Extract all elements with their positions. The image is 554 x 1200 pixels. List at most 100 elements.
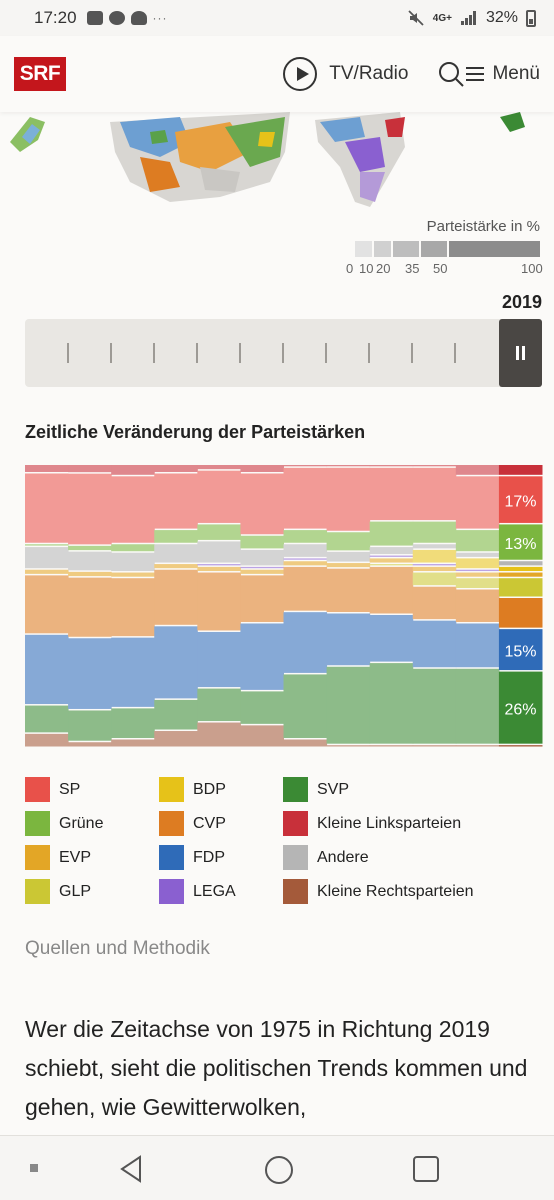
timeline-year: 2019 <box>501 292 542 312</box>
network-label: 4G+ <box>432 12 452 24</box>
area-segment-kleine-rechtsparteien-2007 <box>369 745 414 747</box>
tv-radio-button[interactable]: TV/Radio <box>283 57 408 91</box>
timeline-tick[interactable] <box>411 343 413 363</box>
kleine-rechtsparteien-swatch <box>283 879 308 904</box>
area-segment-cvp-1975 <box>25 575 69 634</box>
end-label-svp: 26% <box>504 701 536 718</box>
area-segment-evp-1983 <box>111 572 155 577</box>
legend-label: BDP <box>193 780 226 798</box>
andere-swatch <box>283 845 308 870</box>
area-segment-svp-1983 <box>111 708 155 739</box>
area-segment-evp-2015 <box>455 572 500 577</box>
area-segment-sp-1983 <box>111 476 155 543</box>
area-segment-fdp-2007 <box>369 614 414 662</box>
party-strength-map[interactable] <box>0 112 554 217</box>
party-strength-chart[interactable]: 17% 13% 15% 26% <box>0 460 554 755</box>
srf-logo[interactable]: SRF <box>14 57 66 91</box>
area-segment-fdp-1987 <box>154 626 198 699</box>
area-segment-svp-2007 <box>369 663 414 744</box>
area-segment-cvp-1987 <box>154 569 198 625</box>
kleine-linksparteien-swatch <box>283 811 308 836</box>
timeline-tick[interactable] <box>325 343 327 363</box>
legend-label: SVP <box>317 780 350 798</box>
overview-icon[interactable] <box>413 1156 439 1182</box>
area-segment-cvp-2003 <box>326 568 371 613</box>
area-segment-cvp-1995 <box>240 575 284 622</box>
area-segment-fdp-1975 <box>25 634 69 705</box>
scale-tick: 100 <box>521 261 543 276</box>
snapchat-icon <box>130 11 147 25</box>
area-segment-cvp-1991 <box>197 572 241 631</box>
wifi-signal-icon <box>460 11 476 25</box>
area-segment-kleine-linksparteien-1995 <box>240 465 284 472</box>
home-icon[interactable] <box>265 1156 293 1184</box>
back-icon[interactable] <box>118 1155 144 1183</box>
area-segment-cvp-1983 <box>111 578 155 637</box>
area-segment-gr-ne-1983 <box>111 544 155 552</box>
area-segment-cvp-2015 <box>455 589 500 622</box>
timeline-tick[interactable] <box>153 343 155 363</box>
pause-button[interactable] <box>499 319 542 387</box>
area-segment-lega-2011 <box>412 564 457 566</box>
area-segment-fdp-2015 <box>455 623 500 668</box>
area-segment-glp-2015 <box>455 578 500 589</box>
play-icon <box>283 57 318 91</box>
area-segment-kleine-rechtsparteien-2003 <box>326 745 371 747</box>
area-segment-sp-2019 <box>498 476 543 523</box>
legend-label: Andere <box>317 848 369 866</box>
battery-icon <box>526 9 536 27</box>
area-segment-kleine-rechtsparteien-1995 <box>240 725 284 747</box>
timeline-tick[interactable] <box>239 343 241 363</box>
area-segment-kleine-rechtsparteien-2015 <box>455 745 500 747</box>
area-segment-andere-1995 <box>240 549 284 566</box>
timeline-tick[interactable] <box>454 343 456 363</box>
gruene-swatch <box>25 811 50 836</box>
area-segment-sp-1987 <box>154 473 198 529</box>
status-bar: 17:20 ··· 4G+ 32% <box>0 0 554 36</box>
timeline-slider[interactable] <box>25 319 542 387</box>
area-segment-kleine-linksparteien-1987 <box>154 465 198 472</box>
timeline-tick[interactable] <box>282 343 284 363</box>
area-segment-andere-1987 <box>154 544 198 563</box>
area-segment-sp-1999 <box>283 467 328 529</box>
area-segment-sp-1995 <box>240 473 284 535</box>
area-segment-andere-2011 <box>412 544 457 549</box>
scale-ticks: 0 10 20 35 50 100 <box>346 261 543 279</box>
end-label-sp: 17% <box>504 493 536 510</box>
scale-step-1 <box>355 241 372 257</box>
status-left-icons: ··· <box>86 11 168 25</box>
area-segment-kleine-linksparteien-1991 <box>197 465 241 470</box>
sources-link[interactable]: Quellen und Methodik <box>25 938 210 959</box>
recent-apps-small-icon[interactable] <box>30 1164 38 1172</box>
area-segment-kleine-linksparteien-2019 <box>498 465 543 475</box>
evp-swatch <box>25 845 50 870</box>
menu-button[interactable]: Menü <box>438 59 540 89</box>
area-segment-andere-2015 <box>455 552 500 557</box>
area-segment-fdp-2011 <box>412 620 457 668</box>
area-segment-evp-2007 <box>369 558 414 563</box>
timeline-tick[interactable] <box>368 343 370 363</box>
timeline-tick[interactable] <box>110 343 112 363</box>
legend-label: LEGA <box>193 882 236 900</box>
area-segment-gr-ne-1987 <box>154 530 198 543</box>
brain-icon <box>108 11 125 25</box>
area-segment-bdp-2011 <box>412 549 457 563</box>
area-segment-gr-ne-1979 <box>68 545 112 551</box>
timeline-tick[interactable] <box>196 343 198 363</box>
area-segment-evp-1987 <box>154 564 198 569</box>
area-segment-kleine-linksparteien-1999 <box>283 465 328 467</box>
area-segment-sp-2003 <box>326 467 371 531</box>
area-segment-svp-1991 <box>197 688 241 722</box>
article-paragraph: Wer die Zeitachse von 1975 in Richtung 2… <box>25 1016 528 1120</box>
android-nav-bar <box>0 1135 554 1200</box>
area-segment-svp-2015 <box>455 668 500 744</box>
area-segment-evp-1975 <box>25 569 69 574</box>
area-segment-evp-1991 <box>197 566 241 572</box>
area-segment-bdp-2019 <box>498 566 543 572</box>
area-segment-kleine-linksparteien-2003 <box>326 465 371 467</box>
site-header: SRF TV/Radio Menü <box>0 36 554 112</box>
area-segment-svp-2019 <box>498 671 543 744</box>
timeline-tick[interactable] <box>67 343 69 363</box>
area-segment-kleine-rechtsparteien-1979 <box>68 742 112 747</box>
search-menu-icon <box>439 62 485 87</box>
